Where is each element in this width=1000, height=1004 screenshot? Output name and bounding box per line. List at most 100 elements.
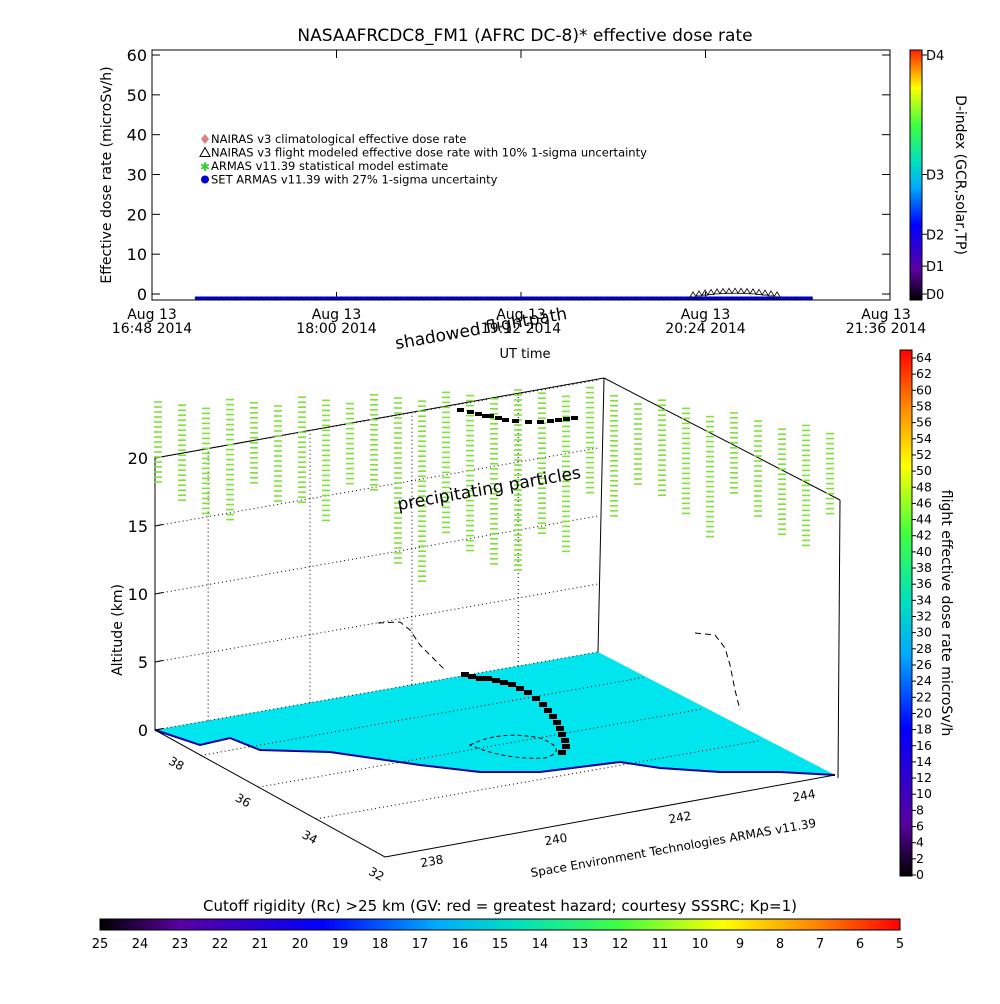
cutoff-colorbar-label: 8 <box>776 937 784 952</box>
flight-point-shadowed <box>482 414 489 418</box>
lon-axis-line <box>384 774 836 858</box>
series-armas-point <box>369 296 373 300</box>
series-armas-point <box>704 296 708 300</box>
series-nairas-point <box>755 288 763 295</box>
series-armas-point <box>404 296 408 300</box>
series-armas-point <box>604 296 608 300</box>
series-nairas-point <box>731 287 739 294</box>
series-armas-point <box>539 296 543 300</box>
series-armas-point <box>494 296 498 300</box>
floor-grid-line <box>315 740 760 820</box>
cutoff-colorbar-label: 13 <box>572 937 589 952</box>
cutoff-colorbar-label: 5 <box>896 937 904 952</box>
cutoff-colorbar-label: 20 <box>292 937 309 952</box>
dose-colorbar-label: 18 <box>916 722 932 737</box>
floor-grid-line <box>258 708 702 788</box>
legend-marker-diamond <box>201 134 209 144</box>
altitude-tick-label: 10 <box>128 585 148 604</box>
dose-colorbar-label: 28 <box>916 641 932 656</box>
back-corner-edge <box>597 377 605 653</box>
cutoff-colorbar-label: 17 <box>412 937 429 952</box>
cutoff-colorbar-label: 16 <box>452 937 469 952</box>
y-tick-label: 50 <box>127 86 147 105</box>
series-armas-point <box>579 296 583 300</box>
series-armas-point <box>624 296 628 300</box>
cutoff-colorbar-label: 18 <box>372 937 389 952</box>
series-nairas-point <box>773 291 781 298</box>
flight-point-shadowed <box>467 410 474 414</box>
x-tick-label-date: Aug 13 <box>681 307 731 323</box>
series-armas-point <box>679 296 683 300</box>
altitude-grid-line <box>154 515 599 595</box>
series-armas-point <box>589 296 593 300</box>
series-armas-point <box>284 296 288 300</box>
series-armas-point <box>664 296 668 300</box>
flight-point <box>532 696 540 701</box>
series-armas-point <box>194 296 198 300</box>
series-armas-point <box>719 296 723 300</box>
flight-point-shadowed <box>537 420 544 424</box>
series-armas-point <box>569 296 573 300</box>
series-armas-point <box>324 296 328 300</box>
y-tick-label: 10 <box>127 245 147 264</box>
series-armas-point <box>479 296 483 300</box>
series-armas-point <box>339 296 343 300</box>
flight-point <box>539 702 547 707</box>
altitude-grid-line <box>154 651 599 731</box>
series-armas-point <box>509 296 513 300</box>
series-armas-point <box>574 296 578 300</box>
cutoff-colorbar-label: 11 <box>652 937 669 952</box>
legend-entry: NAIRAS v3 flight modeled effective dose … <box>211 146 647 160</box>
series-armas-point <box>699 296 703 300</box>
legend-marker-triangle <box>199 146 211 157</box>
x-tick-label-time: 18:00 2014 <box>296 321 377 337</box>
top-x-axis-label: UT time <box>500 347 551 362</box>
series-armas-point <box>289 296 293 300</box>
series-armas-point <box>329 296 333 300</box>
cutoff-colorbar-label: 23 <box>172 937 189 952</box>
legend-entry: SET ARMAS v11.39 with 27% 1-sigma uncert… <box>211 173 498 187</box>
latitude-tick-labels: 38 36 34 32 <box>166 754 386 884</box>
series-armas-point <box>614 296 618 300</box>
series-armas-point <box>274 296 278 300</box>
chart-legend: NAIRAS v3 climatological effective dose … <box>199 132 647 187</box>
series-armas-point <box>514 296 518 300</box>
x-tick-label-time: 21:36 2014 <box>846 321 927 337</box>
flight-point <box>500 680 508 685</box>
series-armas-point <box>499 296 503 300</box>
altitude-tick-label: 0 <box>138 721 148 740</box>
dose-colorbar-label: 52 <box>916 447 932 462</box>
series-armas-point <box>304 296 308 300</box>
series-armas-point <box>754 296 758 300</box>
flight-point-shadowed <box>563 417 570 421</box>
longitude-tick-label: 238 <box>419 852 444 870</box>
x-tick-label-date: Aug 13 <box>496 307 546 323</box>
latitude-tick-label: 34 <box>300 827 320 847</box>
flight-point-shadowed <box>525 420 532 424</box>
series-nairas-point <box>743 287 751 294</box>
series-armas-point <box>504 296 508 300</box>
dindex-label: D4 <box>926 49 944 64</box>
series-armas-point <box>429 296 433 300</box>
dose-colorbar-label: 54 <box>916 431 932 446</box>
series-armas-point <box>524 296 528 300</box>
series-armas-point <box>379 296 383 300</box>
dose-colorbar-label: 34 <box>916 592 932 607</box>
series-armas-point <box>394 296 398 300</box>
series-armas-point <box>474 296 478 300</box>
land-area <box>155 730 835 857</box>
dose-colorbar-label: 6 <box>916 819 924 834</box>
series-armas-point <box>354 296 358 300</box>
series-nairas-point <box>713 288 721 295</box>
flight-point-shadowed <box>487 414 494 418</box>
dindex-label: D0 <box>926 288 944 303</box>
flight-point-shadowed <box>475 412 482 416</box>
series-armas-point <box>214 296 218 300</box>
dindex-colorbar <box>909 49 923 301</box>
series-armas-point <box>399 296 403 300</box>
series-nairas-point <box>767 290 775 297</box>
series-armas-point <box>414 296 418 300</box>
